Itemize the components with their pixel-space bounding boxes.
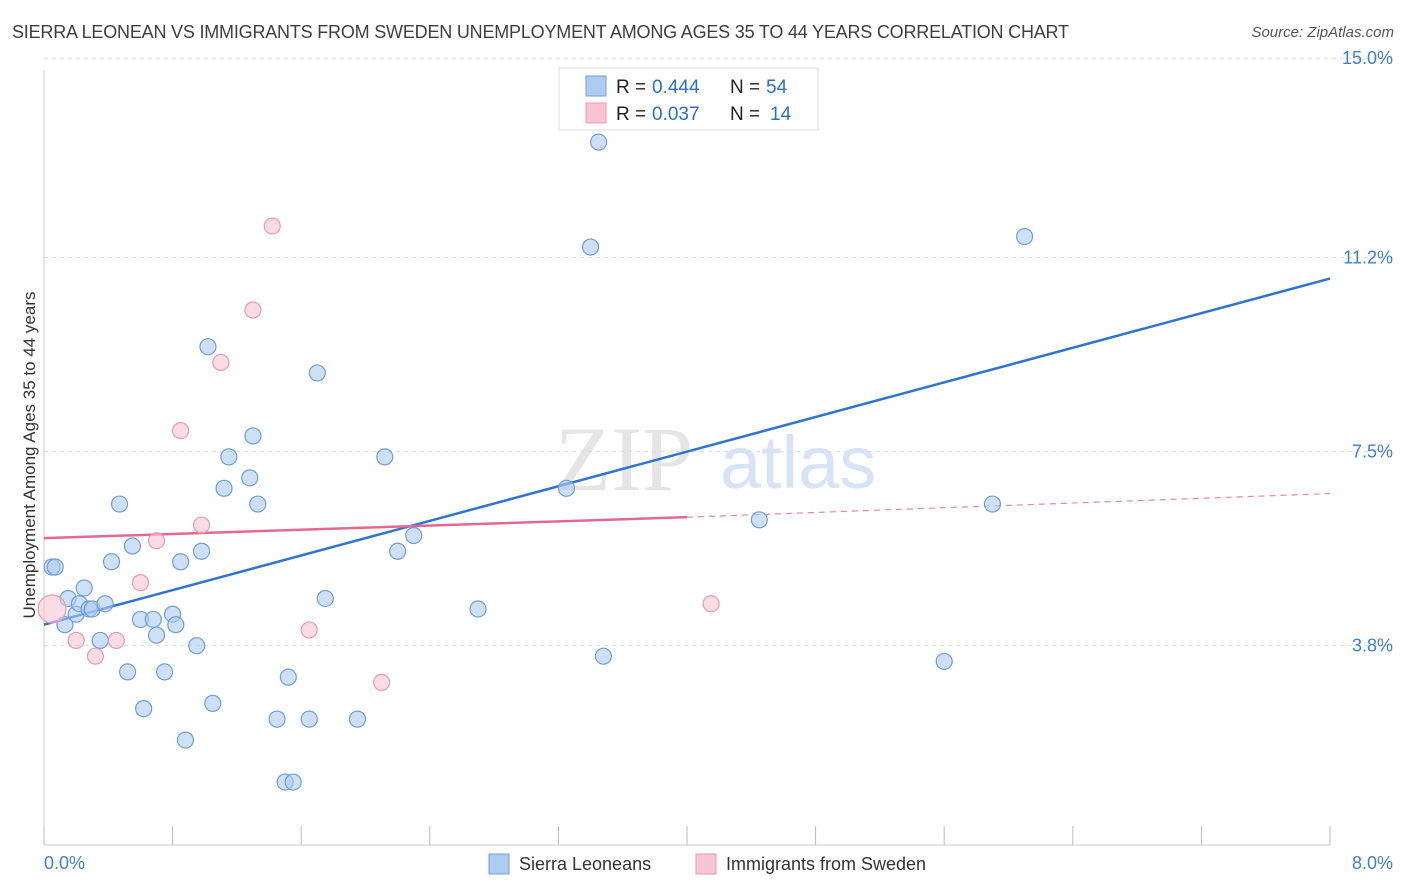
data-point-sierra-leoneans xyxy=(91,631,109,650)
data-point-immigrants-from-sweden xyxy=(107,631,125,650)
data-point-sierra-leoneans xyxy=(469,600,487,618)
data-point-sierra-leoneans xyxy=(123,537,142,555)
data-point-sierra-leoneans xyxy=(220,448,238,466)
y-tick-label: 11.2% xyxy=(1343,248,1393,268)
data-point-immigrants-from-sweden xyxy=(172,422,190,440)
data-point-immigrants-from-sweden xyxy=(192,516,211,534)
data-point-sierra-leoneans xyxy=(376,448,394,466)
legend-r-value-1: 0.444 xyxy=(652,77,700,98)
x-tick-label-min: 0.0% xyxy=(44,853,85,873)
data-point-sierra-leoneans xyxy=(102,553,121,571)
data-point-immigrants-from-sweden xyxy=(372,673,391,692)
data-point-sierra-leoneans xyxy=(172,553,190,571)
series-legend: Sierra Leoneans Immigrants from Sweden xyxy=(488,853,926,875)
data-point-sierra-leoneans xyxy=(118,663,137,681)
data-point-sierra-leoneans xyxy=(389,542,407,560)
legend-n-value-1: 54 xyxy=(766,77,788,98)
source-label: Source: ZipAtlas.com xyxy=(1251,24,1394,41)
data-point-immigrants-from-sweden xyxy=(212,353,230,372)
data-point-sierra-leoneans xyxy=(56,616,74,634)
legend-n-value-2: 14 xyxy=(770,104,792,125)
data-point-sierra-leoneans xyxy=(96,595,114,613)
data-point-sierra-leoneans xyxy=(241,469,259,487)
data-point-immigrants-from-sweden xyxy=(263,217,281,235)
data-point-sierra-leoneans xyxy=(249,495,267,513)
data-point-sierra-leoneans xyxy=(147,626,166,644)
trend-line-sierra-leoneans xyxy=(43,277,1331,626)
data-point-sierra-leoneans xyxy=(405,526,423,545)
trend-line-extension xyxy=(686,492,1331,518)
series-legend-swatch-blue xyxy=(488,853,510,875)
data-point-sierra-leoneans xyxy=(192,542,211,560)
y-tick-label: 7.5% xyxy=(1352,442,1393,462)
data-point-sierra-leoneans xyxy=(144,610,162,629)
data-point-sierra-leoneans xyxy=(244,427,262,445)
legend-r-value-2: 0.037 xyxy=(652,104,700,125)
x-tick-label-max: 8.0% xyxy=(1352,853,1393,873)
series-legend-label-blue: Sierra Leoneans xyxy=(519,854,651,874)
gridlines xyxy=(44,57,1393,647)
data-point-immigrants-from-sweden xyxy=(131,574,150,592)
trend-line-immigrants-from-sweden xyxy=(43,515,688,540)
legend-swatch-blue xyxy=(585,75,607,97)
data-point-immigrants-from-sweden xyxy=(147,532,166,550)
x-ticks xyxy=(43,826,1331,845)
data-point-immigrants-from-sweden xyxy=(702,595,720,613)
data-point-sierra-leoneans xyxy=(581,238,600,256)
legend-r-label-2: R = xyxy=(616,104,646,125)
legend-r-label-1: R = xyxy=(616,77,646,98)
legend-n-label-2: N = xyxy=(730,104,760,125)
data-point-sierra-leoneans xyxy=(176,731,195,749)
data-point-immigrants-from-sweden xyxy=(300,621,318,639)
series-legend-swatch-pink xyxy=(695,853,717,875)
data-point-sierra-leoneans xyxy=(316,589,334,608)
data-point-sierra-leoneans xyxy=(46,558,64,576)
data-point-sierra-leoneans xyxy=(1015,227,1034,246)
data-point-sierra-leoneans xyxy=(155,663,174,681)
data-point-immigrants-from-sweden xyxy=(37,594,67,624)
data-point-sierra-leoneans xyxy=(284,773,302,791)
data-point-sierra-leoneans xyxy=(279,668,297,686)
data-point-sierra-leoneans xyxy=(557,479,576,497)
data-point-sierra-leoneans xyxy=(935,652,953,671)
data-point-sierra-leoneans xyxy=(983,495,1002,513)
series-legend-label-pink: Immigrants from Sweden xyxy=(726,854,926,874)
correlation-legend: R = 0.444 N = 54 R = 0.037 N = 14 xyxy=(558,67,819,131)
data-point-sierra-leoneans xyxy=(110,495,129,513)
data-point-sierra-leoneans xyxy=(300,710,318,728)
y-tick-labels: 3.8% 7.5% 11.2% 15.0% xyxy=(1342,48,1393,655)
data-point-sierra-leoneans xyxy=(594,647,613,665)
legend-swatch-pink xyxy=(585,102,607,124)
data-point-sierra-leoneans xyxy=(75,579,93,597)
data-point-sierra-leoneans xyxy=(204,694,222,712)
watermark-atlas: atlas xyxy=(720,421,876,504)
data-point-sierra-leoneans xyxy=(135,700,153,718)
y-tick-label: 15.0% xyxy=(1342,48,1393,68)
series-immigrants-from-sweden xyxy=(37,217,720,692)
data-point-sierra-leoneans xyxy=(589,133,608,151)
y-axis-label: Unemployment Among Ages 35 to 44 years xyxy=(20,292,39,619)
data-point-sierra-leoneans xyxy=(268,710,286,728)
data-point-immigrants-from-sweden xyxy=(67,631,85,650)
data-point-immigrants-from-sweden xyxy=(244,301,262,319)
series-sierra-leoneans xyxy=(43,107,1034,791)
data-point-sierra-leoneans xyxy=(215,479,233,497)
data-point-sierra-leoneans xyxy=(750,511,768,529)
data-point-sierra-leoneans xyxy=(348,710,367,728)
legend-n-label-1: N = xyxy=(730,77,760,98)
chart-title: SIERRA LEONEAN VS IMMIGRANTS FROM SWEDEN… xyxy=(12,22,1069,42)
data-point-sierra-leoneans xyxy=(167,616,185,634)
data-point-sierra-leoneans xyxy=(308,364,326,382)
y-tick-label: 3.8% xyxy=(1352,636,1393,656)
watermark-zip: ZIP xyxy=(555,408,693,510)
data-point-sierra-leoneans xyxy=(188,637,206,655)
data-point-sierra-leoneans xyxy=(199,338,217,356)
data-point-immigrants-from-sweden xyxy=(86,647,105,665)
